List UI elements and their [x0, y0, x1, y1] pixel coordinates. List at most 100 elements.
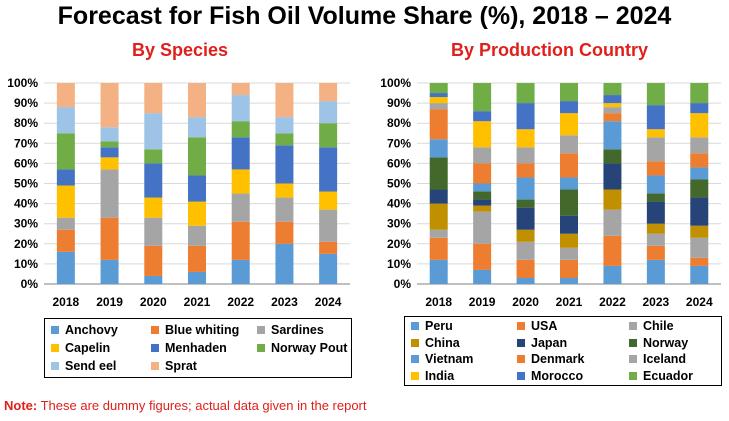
species-legend-swatch	[51, 362, 59, 370]
country-bar-peru-2023	[646, 259, 665, 284]
species-y-tick-label: 30%	[14, 217, 38, 231]
species-bar-sardines-2020	[144, 217, 163, 246]
country-bar-norway-2023	[646, 193, 665, 202]
country-bar-japan-2018	[429, 189, 448, 204]
species-bar-send-eel-2023	[275, 117, 294, 134]
species-bar-norway-pout-2018	[56, 133, 75, 170]
country-bar-india-2022	[603, 103, 622, 108]
species-bar-anchovy-2020	[144, 275, 163, 284]
country-bar-morocco-2018	[429, 93, 448, 98]
species-bar-sprat-2023	[275, 83, 294, 118]
species-legend-label: Sardines	[271, 323, 324, 337]
country-legend-swatch	[411, 355, 419, 363]
species-legend-label: Send eel	[65, 359, 117, 373]
species-bar-anchovy-2023	[275, 243, 294, 284]
country-x-tick-label: 2024	[686, 295, 713, 308]
species-bar-sardines-2019	[100, 169, 119, 218]
species-bar-blue-whiting-2023	[275, 221, 294, 244]
species-bar-menhaden-2021	[188, 175, 206, 202]
species-bar-send-eel-2022	[231, 95, 250, 122]
species-legend-swatch	[51, 326, 59, 334]
country-bar-india-2020	[516, 129, 535, 148]
country-legend-swatch	[517, 355, 525, 363]
country-x-tick-label: 2019	[469, 295, 496, 308]
country-bar-ecuador-2024	[690, 83, 709, 104]
country-bar-norway-2022	[603, 149, 622, 164]
species-bar-menhaden-2024	[319, 147, 338, 192]
country-bar-morocco-2022	[603, 95, 622, 104]
country-bar-morocco-2021	[560, 101, 578, 114]
country-bar-morocco-2023	[646, 105, 665, 130]
country-bar-usa-2024	[690, 257, 709, 266]
species-y-tick-label: 70%	[14, 136, 38, 150]
country-bar-vietnam-2024	[690, 167, 709, 180]
species-bar-sardines-2022	[231, 193, 250, 222]
country-bar-chile-2019	[473, 211, 492, 244]
country-bar-norway-2021	[560, 189, 578, 216]
country-bar-chile-2022	[603, 209, 622, 236]
species-legend-swatch	[257, 326, 265, 334]
country-bar-morocco-2019	[473, 111, 492, 122]
species-x-tick-label: 2024	[315, 295, 342, 308]
country-legend-swatch	[517, 322, 525, 330]
species-legend-item: Sardines	[257, 323, 324, 337]
country-bar-ecuador-2023	[646, 83, 665, 106]
species-bar-capelin-2020	[144, 197, 163, 218]
species-bar-menhaden-2018	[56, 169, 75, 186]
country-legend-label: India	[425, 368, 455, 383]
country-bar-usa-2021	[560, 259, 578, 278]
country-bar-denmark-2021	[560, 153, 578, 178]
species-bar-sardines-2018	[56, 217, 75, 230]
species-x-tick-label: 2020	[140, 295, 167, 308]
country-bar-peru-2022	[603, 265, 622, 284]
species-legend: Anchovy Blue whiting Sardines Capelin Menhad…	[44, 318, 352, 378]
country-bar-denmark-2020	[516, 163, 535, 178]
species-x-tick-label: 2023	[271, 295, 298, 308]
country-legend-swatch	[629, 338, 637, 347]
country-bar-chile-2024	[690, 237, 709, 258]
country-legend-label: China	[425, 335, 460, 350]
country-legend-label: Japan	[531, 335, 568, 350]
country-bar-japan-2024	[690, 197, 709, 226]
country-bar-morocco-2024	[690, 103, 709, 114]
country-bar-vietnam-2023	[646, 175, 665, 194]
country-x-tick-label: 2018	[425, 295, 452, 308]
country-legend-item: Norway	[629, 336, 688, 350]
country-bar-denmark-2022	[603, 113, 622, 122]
country-x-tick-label: 2023	[643, 295, 670, 308]
species-y-tick-label: 50%	[14, 177, 38, 191]
species-legend-item: Anchovy	[51, 323, 118, 337]
species-bar-menhaden-2022	[231, 137, 250, 170]
country-legend-label: Vietnam	[425, 352, 474, 366]
country-legend-swatch	[629, 355, 637, 363]
country-bar-chile-2018	[429, 229, 448, 238]
species-legend-item: Send eel	[51, 359, 116, 373]
country-y-tick-label: 100%	[380, 76, 411, 90]
species-y-tick-label: 90%	[14, 96, 38, 110]
country-chart-title: By Production Country	[451, 40, 648, 60]
country-bar-vietnam-2021	[560, 177, 578, 190]
country-bar-usa-2020	[516, 259, 535, 278]
country-legend-label: Peru	[425, 319, 453, 333]
country-legend-label: Chile	[643, 319, 674, 333]
country-bar-ecuador-2019	[473, 83, 492, 112]
species-bar-blue-whiting-2018	[56, 229, 75, 252]
country-legend-item: India	[411, 369, 454, 383]
country-bar-ecuador-2021	[560, 83, 578, 102]
species-chart-title: By Species	[131, 40, 229, 60]
country-bar-india-2018	[429, 97, 448, 104]
species-bar-sprat-2020	[144, 83, 163, 114]
species-bar-norway-pout-2022	[231, 121, 250, 138]
country-bar-ecuador-2020	[516, 83, 535, 104]
species-legend-label: Capelin	[65, 341, 111, 355]
country-bar-china-2019	[473, 205, 492, 212]
species-bar-norway-pout-2024	[319, 123, 338, 148]
species-legend-swatch	[151, 362, 159, 370]
species-bar-norway-pout-2020	[144, 149, 163, 164]
country-bar-india-2019	[473, 121, 492, 148]
species-bar-blue-whiting-2022	[231, 221, 250, 260]
species-y-tick-label: 40%	[14, 197, 38, 211]
country-y-tick-label: 90%	[387, 96, 411, 110]
country-bar-norway-2020	[516, 199, 535, 208]
country-bar-ecuador-2022	[603, 83, 622, 96]
